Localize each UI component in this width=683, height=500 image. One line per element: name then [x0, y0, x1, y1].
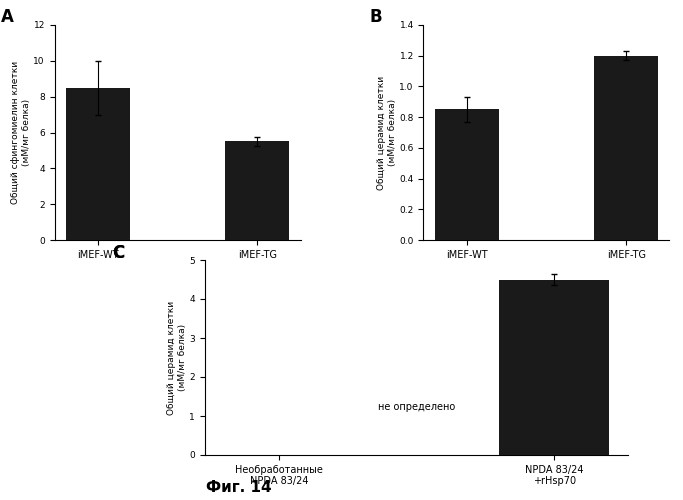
Y-axis label: Общий церамид клетки
(мМ/мг белка): Общий церамид клетки (мМ/мг белка)	[377, 76, 397, 190]
Text: C: C	[112, 244, 124, 262]
Text: B: B	[370, 8, 382, 26]
Text: A: A	[1, 8, 14, 26]
Text: Фиг. 14: Фиг. 14	[206, 480, 272, 495]
Bar	[225, 142, 290, 240]
Bar	[594, 56, 658, 240]
Text: C: C	[112, 244, 124, 262]
Bar	[66, 88, 130, 240]
Y-axis label: Общий церамид клетки
(мМ/мг белка): Общий церамид клетки (мМ/мг белка)	[167, 300, 186, 414]
Bar	[434, 110, 499, 240]
Text: не определено: не определено	[378, 402, 456, 412]
Bar	[499, 280, 609, 455]
Y-axis label: Общий сфингомиелин клетки
(мМ/мг белка): Общий сфингомиелин клетки (мМ/мг белка)	[11, 61, 31, 204]
